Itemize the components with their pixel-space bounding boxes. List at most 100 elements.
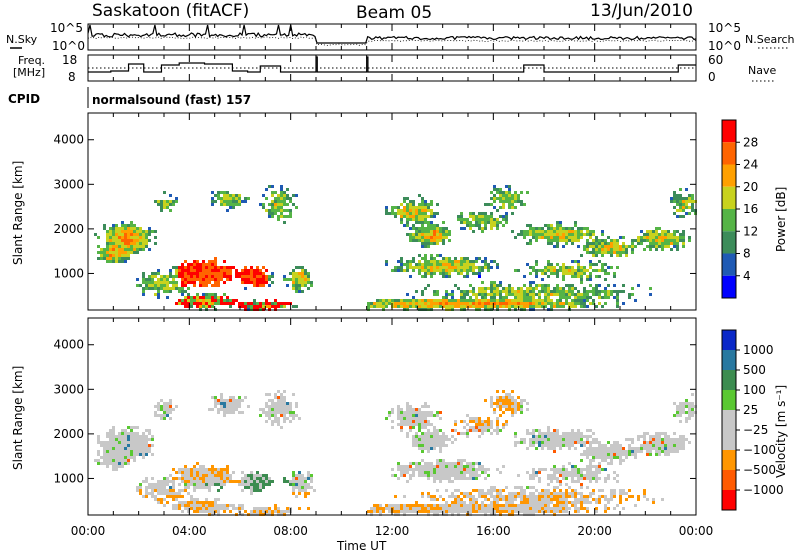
power-cell	[556, 269, 559, 272]
power-cell	[616, 290, 619, 293]
vel-cell	[586, 456, 589, 459]
power-cell	[280, 206, 283, 209]
vel-cell	[205, 501, 208, 504]
power-cell	[160, 209, 163, 212]
vel-cell	[595, 453, 598, 456]
vel-cell	[481, 492, 484, 495]
vel-cell	[418, 507, 421, 510]
vel-cell	[388, 414, 391, 417]
power-cell	[400, 263, 403, 266]
vel-cell	[202, 510, 205, 513]
vel-cell	[403, 471, 406, 474]
vel-cell	[199, 507, 202, 510]
power-cell	[217, 284, 220, 287]
vel-cell	[304, 477, 307, 480]
power-cell	[391, 299, 394, 302]
power-cell	[142, 230, 145, 233]
vel-cell	[391, 420, 394, 423]
vel-cell	[610, 489, 613, 492]
power-cell	[175, 200, 178, 203]
power-cell	[544, 230, 547, 233]
vel-cell	[97, 453, 100, 456]
vel-cell	[436, 510, 439, 513]
power-cell	[235, 197, 238, 200]
power-cell	[685, 212, 688, 215]
power-cell	[244, 266, 247, 269]
power-cell	[460, 221, 463, 224]
vel-cell	[403, 420, 406, 423]
vel-cell	[457, 501, 460, 504]
power-cell	[457, 305, 460, 308]
vel-cell	[589, 474, 592, 477]
vel-cell	[106, 447, 109, 450]
vel-cell	[562, 501, 565, 504]
power-cell	[241, 275, 244, 278]
power-cell	[592, 290, 595, 293]
vel-cell	[529, 438, 532, 441]
power-cell	[199, 281, 202, 284]
cpid-label: CPID	[8, 92, 40, 106]
power-cell	[421, 221, 424, 224]
power-cell	[424, 215, 427, 218]
vel-cell	[130, 450, 133, 453]
vel-cell	[685, 411, 688, 414]
power-cell	[472, 230, 475, 233]
freq-right-tick-bottom: 0	[708, 70, 716, 84]
power-cell	[505, 296, 508, 299]
vel-cell	[292, 471, 295, 474]
vel-cell	[166, 492, 169, 495]
vel-cell	[184, 489, 187, 492]
vel-cell	[145, 453, 148, 456]
power-cell	[451, 290, 454, 293]
vel-cell	[634, 504, 637, 507]
vel-cell	[562, 444, 565, 447]
power-cell	[97, 251, 100, 254]
power-cell	[430, 203, 433, 206]
vel-cell	[478, 462, 481, 465]
colorbar-tick-label: 24	[743, 158, 758, 172]
power-cell	[235, 272, 238, 275]
vel-cell	[502, 489, 505, 492]
power-cell	[538, 290, 541, 293]
power-cell	[187, 287, 190, 290]
power-cell	[589, 245, 592, 248]
vel-cell	[178, 501, 181, 504]
power-cell	[163, 275, 166, 278]
vel-cell	[586, 510, 589, 513]
vel-cell	[514, 510, 517, 513]
power-cell	[424, 269, 427, 272]
power-cell	[277, 305, 280, 308]
power-cell	[559, 221, 562, 224]
power-cell	[472, 302, 475, 305]
vel-cell	[223, 477, 226, 480]
vel-cell	[520, 501, 523, 504]
vel-cell	[121, 435, 124, 438]
power-cell	[553, 302, 556, 305]
power-cell	[214, 257, 217, 260]
power-cell	[406, 203, 409, 206]
vel-cell	[238, 411, 241, 414]
power-cell	[121, 248, 124, 251]
power-cell	[484, 227, 487, 230]
power-cell	[145, 239, 148, 242]
power-cell	[442, 221, 445, 224]
vel-cell	[529, 444, 532, 447]
power-cell	[229, 299, 232, 302]
vel-cell	[121, 462, 124, 465]
power-cell	[574, 299, 577, 302]
vel-cell	[565, 489, 568, 492]
vel-cell	[238, 504, 241, 507]
power-cell	[538, 233, 541, 236]
power-cell	[463, 221, 466, 224]
power-cell	[487, 299, 490, 302]
vel-cell	[571, 438, 574, 441]
power-cell	[199, 266, 202, 269]
power-cell	[274, 191, 277, 194]
vel-cell	[631, 453, 634, 456]
power-cell	[649, 230, 652, 233]
vel-cell	[490, 402, 493, 405]
power-cell	[589, 290, 592, 293]
power-cell	[130, 242, 133, 245]
power-cell	[283, 197, 286, 200]
vel-cell	[565, 474, 568, 477]
